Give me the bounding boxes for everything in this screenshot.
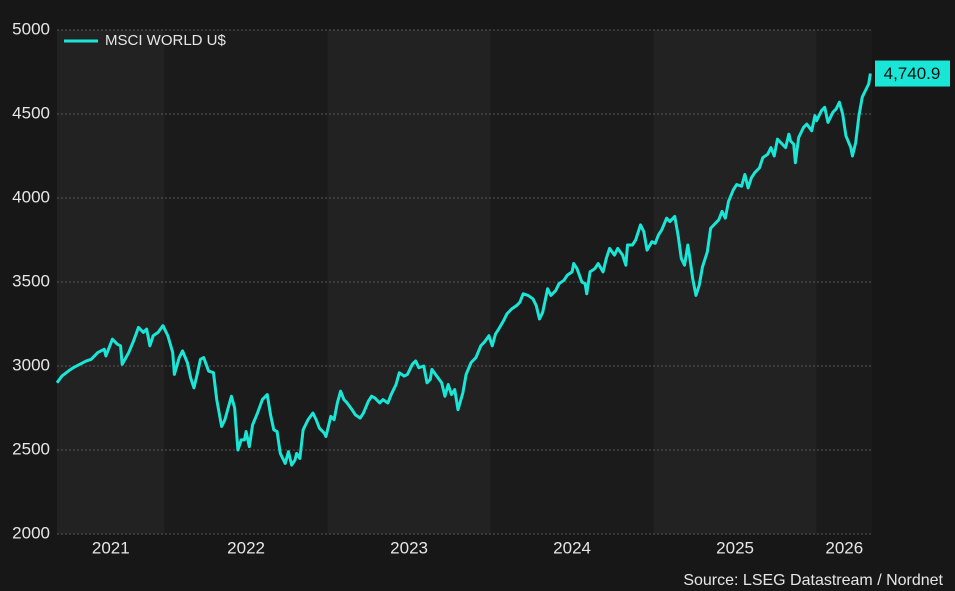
x-tick-label: 2025 [716,538,754,557]
legend-label: MSCI WORLD U$ [105,32,227,49]
y-tick-label: 2500 [12,439,50,458]
x-tick-label: 2024 [553,538,591,557]
x-tick-label: 2021 [92,538,130,557]
y-tick-label: 3000 [12,355,50,374]
series-line [55,73,872,467]
y-tick-label: 4000 [12,187,50,206]
year-band [816,30,872,534]
annotation: 4,740.9 [884,64,941,83]
y-tick-label: 5000 [12,19,50,38]
y-tick-label: 2000 [12,523,50,542]
y-tick-label: 4500 [12,103,50,122]
y-tick-label: 3500 [12,271,50,290]
x-tick-label: 2022 [227,538,265,557]
annotation-box [875,60,950,87]
x-tick-label: 2023 [390,538,428,557]
source: Source: LSEG Datastream / Nordnet [683,572,943,589]
x-tick-label: 2026 [825,538,863,557]
